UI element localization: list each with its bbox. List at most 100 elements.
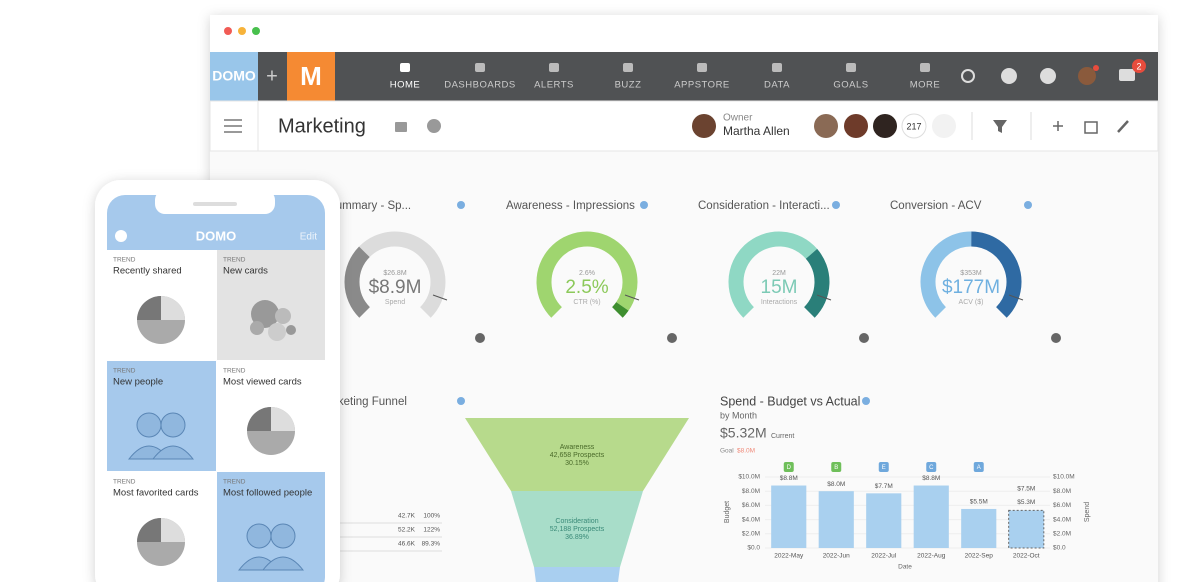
bar <box>771 485 807 548</box>
card-info-icon[interactable] <box>667 333 677 343</box>
y-tick-label: $10.0M <box>738 474 760 481</box>
gauge-max: $353M <box>960 270 982 277</box>
add-member-icon[interactable] <box>932 114 956 138</box>
member-avatar[interactable] <box>844 114 868 138</box>
goal-marker[interactable] <box>926 462 937 472</box>
goal-marker-letter: A <box>977 465 981 471</box>
badge-count: 2 <box>1136 61 1141 71</box>
owner-label: Owner <box>723 113 753 124</box>
m-logo-box[interactable] <box>287 52 335 101</box>
funnel-label: Awareness <box>560 444 595 451</box>
y2-tick-label: $2.0M <box>1053 531 1071 538</box>
nav-item[interactable]: BUZZ <box>615 80 642 91</box>
cert-badge[interactable] <box>640 201 648 209</box>
pie-icon-slice <box>247 407 271 431</box>
table-cell: 100% <box>423 513 440 520</box>
bubble-icon <box>251 300 279 328</box>
table-cell: 122% <box>423 527 440 534</box>
member-count-box[interactable] <box>901 113 927 139</box>
chat-icon[interactable] <box>1119 69 1135 81</box>
cert-badge[interactable] <box>1024 201 1032 209</box>
wrench-icon[interactable] <box>1117 120 1129 133</box>
close-dot[interactable] <box>224 27 232 35</box>
badge <box>1132 59 1146 73</box>
max-dot[interactable] <box>252 27 260 35</box>
gauge-max: 22M <box>772 270 786 277</box>
x-tick-label: 2022-Oct <box>1013 553 1040 560</box>
nav-icon[interactable] <box>846 63 856 72</box>
user-avatar[interactable] <box>1078 67 1096 85</box>
card-info-icon[interactable] <box>859 333 869 343</box>
gauge-value-arc <box>536 231 638 318</box>
lock-icon[interactable] <box>395 122 407 132</box>
nav-item[interactable]: HOME <box>390 80 421 91</box>
bubble-icon <box>275 308 291 324</box>
nav-icon[interactable] <box>623 63 633 72</box>
y2-axis-label: Spend <box>1084 502 1091 522</box>
cert-badge[interactable] <box>457 397 465 405</box>
y-tick-label: $2.0M <box>742 531 760 538</box>
member-avatar[interactable] <box>814 114 838 138</box>
nav-item[interactable]: ALERTS <box>534 80 574 91</box>
y2-tick-label: $8.0M <box>1053 488 1071 495</box>
gauge-label: CTR (%) <box>573 299 600 306</box>
nav-item[interactable]: APPSTORE <box>674 80 730 91</box>
goal-marker[interactable] <box>878 462 889 472</box>
card-info-icon[interactable] <box>1051 333 1061 343</box>
domo-logo-box[interactable] <box>210 52 258 101</box>
tile-label: New cards <box>223 266 268 277</box>
nav-item[interactable]: MORE <box>910 80 941 91</box>
nav-item[interactable]: DASHBOARDS <box>444 80 516 91</box>
tile-label: New people <box>113 377 163 388</box>
bubble-icon <box>286 325 296 335</box>
pie-icon-slice <box>161 518 185 542</box>
share-icon[interactable] <box>1084 121 1098 134</box>
nav-item[interactable]: GOALS <box>833 80 868 91</box>
gauge-value-arc <box>728 231 818 318</box>
member-avatar[interactable] <box>873 114 897 138</box>
owner-avatar[interactable] <box>692 114 716 138</box>
tile-kicker: TREND <box>223 479 246 486</box>
globe-icon[interactable] <box>115 230 127 242</box>
funnel-label: 36.89% <box>565 534 589 541</box>
nav-icon[interactable] <box>697 63 707 72</box>
min-dot[interactable] <box>238 27 246 35</box>
cert-icon[interactable] <box>427 119 441 133</box>
gauge-value-arc <box>344 246 371 318</box>
goal-marker[interactable] <box>783 462 794 472</box>
nav-icon[interactable] <box>920 63 930 72</box>
goal-marker[interactable] <box>831 462 842 472</box>
cert-badge[interactable] <box>862 397 870 405</box>
gauge-value: 2.5% <box>565 277 608 298</box>
funnel-label: Consideration <box>555 518 598 525</box>
x-tick-label: 2022-Sep <box>965 553 994 560</box>
pie-icon-slice <box>137 518 161 542</box>
bar <box>866 493 902 548</box>
table-cell: 89.3% <box>422 541 441 548</box>
funnel-label: 42,658 Prospects <box>550 452 605 459</box>
add-icon[interactable] <box>1001 68 1017 84</box>
nav-icon[interactable] <box>549 63 559 72</box>
nav-icon[interactable] <box>772 63 782 72</box>
help-icon[interactable] <box>1040 68 1056 84</box>
search-icon[interactable] <box>961 69 975 83</box>
phone-logo: DOMO <box>196 228 236 243</box>
nav-icon[interactable] <box>400 63 410 72</box>
card-info-icon[interactable] <box>475 333 485 343</box>
add-card-icon[interactable] <box>1053 121 1063 131</box>
page-title: Marketing <box>278 115 366 137</box>
plus: + <box>266 65 278 87</box>
filter-icon[interactable] <box>993 120 1007 133</box>
table-cell: 42.7K <box>398 513 416 520</box>
cert-badge[interactable] <box>457 201 465 209</box>
nav-icon[interactable] <box>475 63 485 72</box>
menu-icon[interactable] <box>224 119 242 133</box>
goal-marker[interactable] <box>973 462 984 472</box>
x-tick-label: 2022-May <box>774 553 804 560</box>
phone-edit[interactable]: Edit <box>300 232 317 243</box>
goal-marker-letter: B <box>834 465 838 471</box>
x-tick-label: 2022-Aug <box>917 553 946 560</box>
nav-item[interactable]: DATA <box>764 80 790 91</box>
funnel-label: 52,188 Prospects <box>550 526 605 533</box>
cert-badge[interactable] <box>832 201 840 209</box>
